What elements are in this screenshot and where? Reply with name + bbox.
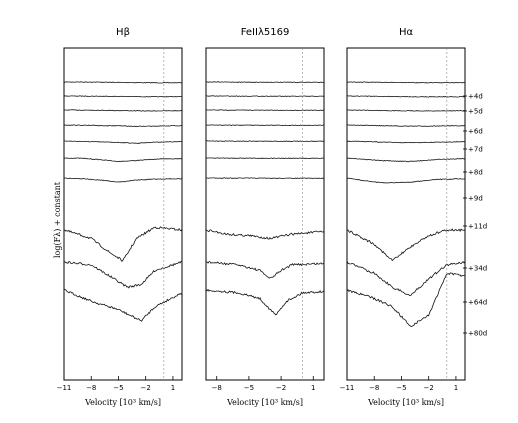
xtick-label: 1: [171, 384, 175, 392]
spectrum-hbeta-9d: [63, 157, 183, 163]
spectra-feii: [205, 48, 325, 380]
xtick-label: 1: [311, 384, 315, 392]
spectrum-hbeta-64d: [63, 260, 183, 289]
spectrum-halpha-9d: [346, 157, 466, 163]
spectrum-halpha-34d: [346, 228, 466, 262]
xtick-label: −2: [141, 384, 151, 392]
epoch-label: +5d: [468, 108, 483, 116]
spectrum-halpha-7d: [346, 124, 466, 127]
spectrum-halpha-6d: [346, 109, 466, 112]
xtick-label: −5: [113, 384, 123, 392]
y-axis-label: log(Fλ) + constant: [53, 181, 62, 258]
epoch-label: +6d: [468, 128, 483, 136]
panel-frame-hbeta: [63, 47, 183, 381]
panel-halpha: Hα −11 −8 −5 −2 1 Velocity [10³ km/s]: [340, 27, 466, 407]
epoch-label: +7d: [468, 146, 483, 154]
xticks-hbeta: −11 −8 −5 −2 1: [57, 376, 175, 392]
epoch-label: +80d: [468, 330, 487, 338]
xtick-label: −5: [396, 384, 406, 392]
spectrum-feii-4d: [205, 81, 324, 84]
spectrum-hbeta-7d: [63, 124, 183, 128]
spectrum-feii-80d: [205, 288, 325, 316]
xtick-label: −2: [424, 384, 434, 392]
spectrum-hbeta-4d: [63, 81, 183, 84]
xtick-label: 1: [454, 384, 458, 392]
spectra-hbeta: [63, 48, 183, 380]
spectrum-halpha-5d: [346, 95, 466, 98]
spectrum-halpha-80d: [346, 272, 466, 327]
spectrum-feii-5d: [205, 95, 325, 97]
panel-title-hbeta: Hβ: [116, 27, 130, 38]
xtick-label: −8: [212, 384, 222, 392]
spectrum-feii-6d: [205, 109, 325, 112]
x-axis-label-hbeta: Velocity [10³ km/s]: [84, 398, 161, 407]
spectrum-hbeta-11d: [63, 177, 182, 183]
xtick-label: −8: [86, 384, 96, 392]
panel-title-halpha: Hα: [399, 27, 414, 38]
panel-frame-feii: [205, 47, 325, 381]
spectrum-feii-34d: [205, 229, 325, 240]
spectrum-feii-64d: [205, 261, 325, 279]
panel-title-feii: FeIIλ5169: [241, 27, 290, 38]
x-axis-label-feii: Velocity [10³ km/s]: [226, 398, 303, 407]
xticks-halpha: −11 −8 −5 −2 1: [340, 376, 458, 392]
x-axis-label-halpha: Velocity [10³ km/s]: [367, 398, 444, 407]
xtick-label: −2: [276, 384, 286, 392]
spectrum-feii-7d: [205, 124, 324, 127]
spectrum-feii-9d: [205, 157, 325, 159]
spectrum-hbeta-8d: [64, 140, 183, 144]
spectrum-hbeta-6d: [63, 109, 183, 112]
spectrum-hbeta-5d: [63, 95, 183, 98]
xtick-label: −11: [57, 384, 72, 392]
spectrum-feii-8d: [205, 140, 325, 143]
xticks-feii: −8 −5 −2 1: [212, 376, 316, 392]
xtick-label: −11: [340, 384, 355, 392]
spectrum-hbeta-34d: [63, 226, 183, 262]
spectrum-halpha-64d: [346, 260, 466, 297]
spectra-halpha: [346, 48, 466, 380]
epoch-label: +34d: [468, 265, 487, 273]
xtick-label: −5: [244, 384, 254, 392]
xtick-label: −8: [369, 384, 379, 392]
epoch-label: +11d: [468, 223, 487, 231]
spectrum-halpha-8d: [346, 140, 466, 144]
panel-feii: FeIIλ5169 −8 −5 −2 1 Velocity [10³ km/s]: [205, 27, 325, 407]
epoch-label: +8d: [468, 169, 483, 177]
spectrum-halpha-4d: [347, 81, 466, 84]
spectrum-halpha-11d: [346, 177, 466, 184]
spectrum-hbeta-80d: [63, 288, 183, 322]
epoch-label: +64d: [468, 299, 487, 307]
epoch-label: +4d: [468, 93, 483, 101]
panel-hbeta: Hβ −11 −8 −5 −2 1 Velocity [10³ km/s]: [57, 27, 183, 407]
epoch-label: +9d: [468, 195, 483, 203]
spectrum-feii-11d: [205, 177, 325, 180]
epoch-labels: +4d +5d +6d +7d +8d +9d +11d +34d +64d +80d: [463, 93, 487, 338]
panel-frame-halpha: [346, 47, 466, 381]
